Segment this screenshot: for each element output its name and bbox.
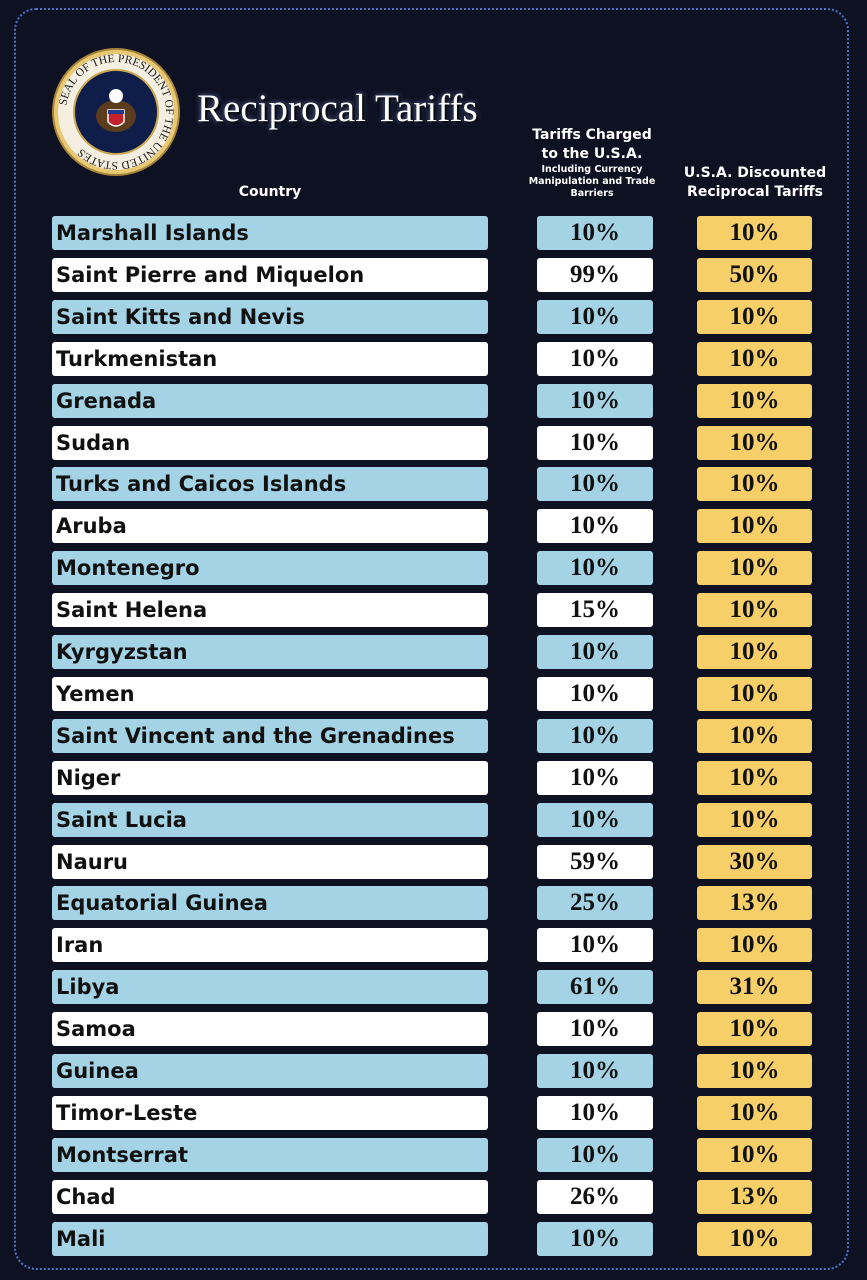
charged-cell: 10% — [537, 1012, 653, 1047]
border — [14, 8, 849, 1270]
country-cell: Montserrat — [52, 1137, 488, 1172]
charged-cell: 10% — [537, 425, 653, 460]
charged-cell: 10% — [537, 341, 653, 376]
charged-cell: 10% — [537, 509, 653, 544]
charged-cell: 10% — [537, 676, 653, 711]
charged-cell: 10% — [537, 299, 653, 334]
reciprocal-cell: 10% — [697, 1012, 812, 1047]
column-header: U.S.A. Discounted Reciprocal Tariffs — [683, 165, 827, 200]
country-cell: Turkmenistan — [52, 341, 488, 376]
country-cell: Guinea — [52, 1054, 488, 1088]
country-cell: Saint Pierre and Miquelon — [52, 257, 488, 292]
charged-cell: 26% — [537, 1179, 653, 1214]
charged-cell: 10% — [537, 928, 653, 963]
charged-cell: 25% — [537, 886, 653, 921]
reciprocal-cell: 10% — [697, 509, 812, 544]
charged-cell: 10% — [537, 1137, 653, 1172]
reciprocal-cell: 10% — [697, 1137, 812, 1172]
country-cell: Saint Lucia — [52, 802, 488, 837]
reciprocal-cell: 13% — [697, 886, 812, 921]
country-cell: Libya — [52, 970, 488, 1005]
reciprocal-cell: 10% — [697, 928, 812, 963]
column-header: Country — [238, 184, 302, 200]
country-cell: Nauru — [52, 844, 488, 879]
charged-cell: 10% — [537, 718, 653, 753]
country-cell: Saint Kitts and Nevis — [52, 299, 488, 334]
charged-cell: 10% — [537, 760, 653, 795]
country-cell: Niger — [52, 760, 488, 795]
charged-cell: 10% — [537, 383, 653, 418]
country-cell: Iran — [52, 928, 488, 963]
reciprocal-cell: 13% — [697, 1179, 812, 1214]
reciprocal-cell: 10% — [697, 802, 812, 837]
charged-cell: 10% — [537, 802, 653, 837]
country-cell: Sudan — [52, 425, 488, 460]
reciprocal-cell: 50% — [697, 257, 812, 292]
country-cell: Timor-Leste — [52, 1095, 488, 1130]
country-cell: Chad — [52, 1179, 488, 1214]
reciprocal-cell: 10% — [697, 299, 812, 334]
title: Reciprocal Tariffs — [197, 87, 478, 130]
charged-cell: 15% — [537, 593, 653, 628]
reciprocal-cell: 10% — [697, 425, 812, 460]
country-cell: Kyrgyzstan — [52, 635, 488, 669]
country-cell: Marshall Islands — [52, 216, 488, 250]
reciprocal-cell: 30% — [697, 844, 812, 879]
charged-cell: 10% — [537, 1054, 653, 1088]
reciprocal-cell: 10% — [697, 1054, 812, 1088]
charged-cell: 61% — [537, 970, 653, 1005]
seal: SEAL OF THE PRESIDENT OF THE UNITED STAT… — [52, 48, 180, 176]
column-header: Tariffs Charged to the U.S.A. — [532, 127, 652, 162]
reciprocal-cell: 31% — [697, 970, 812, 1005]
country-cell: Montenegro — [52, 551, 488, 586]
reciprocal-cell: 10% — [697, 341, 812, 376]
reciprocal-cell: 10% — [697, 760, 812, 795]
reciprocal-cell: 10% — [697, 467, 812, 502]
reciprocal-cell: 10% — [697, 718, 812, 753]
charged-cell: 10% — [537, 467, 653, 502]
charged-cell: 10% — [537, 551, 653, 586]
charged-cell: 10% — [537, 635, 653, 669]
country-cell: Turks and Caicos Islands — [52, 467, 488, 502]
charged-cell: 10% — [537, 1095, 653, 1130]
reciprocal-cell: 10% — [697, 593, 812, 628]
country-cell: Mali — [52, 1221, 488, 1256]
country-cell: Aruba — [52, 509, 488, 544]
reciprocal-cell: 10% — [697, 383, 812, 418]
country-cell: Equatorial Guinea — [52, 886, 488, 921]
country-cell: Yemen — [52, 676, 488, 711]
charged-cell: 99% — [537, 257, 653, 292]
reciprocal-cell: 10% — [697, 635, 812, 669]
reciprocal-cell: 10% — [697, 551, 812, 586]
country-cell: Saint Vincent and the Grenadines — [52, 718, 488, 753]
column-note: Including Currency Manipulation and Trad… — [528, 164, 656, 199]
charged-cell: 10% — [537, 1221, 653, 1256]
reciprocal-cell: 10% — [697, 676, 812, 711]
country-cell: Saint Helena — [52, 593, 488, 628]
reciprocal-cell: 10% — [697, 216, 812, 250]
charged-cell: 10% — [537, 216, 653, 250]
reciprocal-cell: 10% — [697, 1221, 812, 1256]
country-cell: Grenada — [52, 383, 488, 418]
reciprocal-cell: 10% — [697, 1095, 812, 1130]
charged-cell: 59% — [537, 844, 653, 879]
country-cell: Samoa — [52, 1012, 488, 1047]
